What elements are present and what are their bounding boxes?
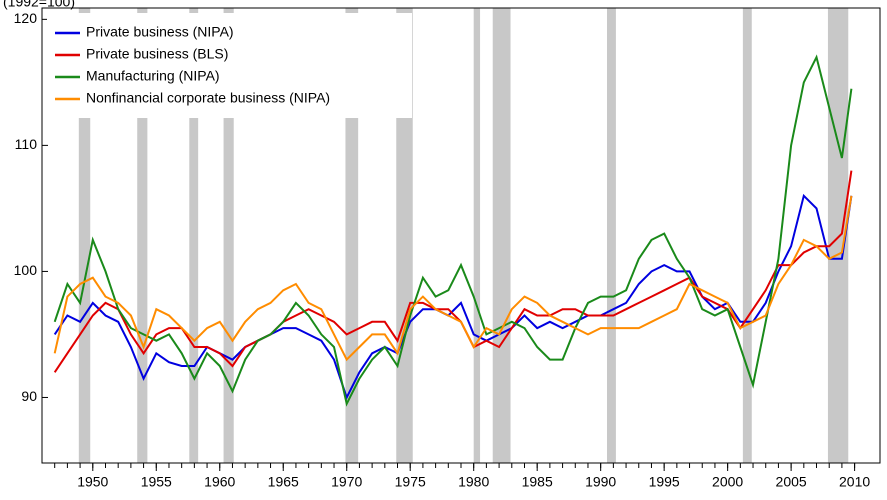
x-tick-label: 2005 bbox=[776, 474, 807, 490]
x-tick-label: 1950 bbox=[77, 474, 108, 490]
x-tick-label: 1995 bbox=[649, 474, 680, 490]
recession-band bbox=[137, 8, 148, 463]
legend-label: Manufacturing (NIPA) bbox=[86, 68, 220, 84]
x-tick-label: 1955 bbox=[141, 474, 172, 490]
x-tick-label: 2010 bbox=[839, 474, 870, 490]
x-tick-label: 1985 bbox=[522, 474, 553, 490]
recession-band bbox=[223, 8, 234, 463]
recession-band bbox=[396, 8, 413, 463]
y-tick-label: 120 bbox=[14, 10, 38, 26]
recession-band bbox=[473, 8, 481, 463]
x-tick-label: 2000 bbox=[712, 474, 743, 490]
x-tick-label: 1960 bbox=[204, 474, 235, 490]
y-tick-label: 110 bbox=[15, 136, 38, 152]
x-tick-label: 1970 bbox=[331, 474, 362, 490]
x-tick-label: 1980 bbox=[458, 474, 489, 490]
recession-band bbox=[78, 8, 91, 463]
recession-band bbox=[492, 8, 511, 463]
series-line bbox=[53, 54, 853, 407]
series-line bbox=[53, 195, 853, 362]
x-tick-label: 1965 bbox=[268, 474, 299, 490]
x-tick-label: 1990 bbox=[585, 474, 616, 490]
legend-label: Private business (NIPA) bbox=[86, 24, 234, 40]
legend-box bbox=[47, 13, 412, 118]
recession-band bbox=[742, 8, 752, 463]
legend-label: Private business (BLS) bbox=[86, 46, 228, 62]
recession-band bbox=[345, 8, 359, 463]
series-line bbox=[53, 170, 853, 373]
x-tick-label: 1975 bbox=[395, 474, 426, 490]
y-tick-label: 100 bbox=[14, 262, 38, 278]
series-line bbox=[53, 193, 853, 401]
legend-label: Nonfinancial corporate business (NIPA) bbox=[86, 90, 330, 106]
y-unit-label: (1992=100) bbox=[3, 0, 75, 10]
recession-band bbox=[607, 8, 616, 463]
recession-band bbox=[189, 8, 199, 463]
y-tick-label: 90 bbox=[21, 388, 37, 404]
